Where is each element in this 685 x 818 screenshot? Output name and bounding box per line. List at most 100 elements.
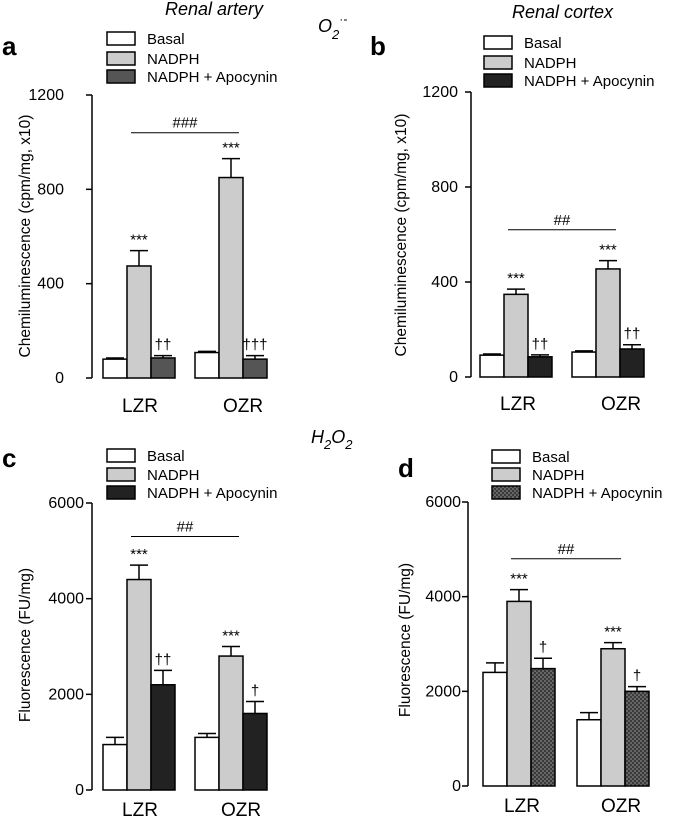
significance-label: †† (532, 336, 549, 353)
legend-label: NADPH (147, 51, 200, 68)
bar (218, 176, 244, 379)
legend-swatch (483, 35, 513, 50)
legend-swatch (483, 55, 513, 70)
bracket-label: ## (177, 518, 194, 535)
y-axis-title: Fluorescence (FU/mg) (17, 568, 34, 722)
significance-label: †† (155, 337, 172, 354)
y-tick-label: 2000 (425, 683, 461, 700)
bar (194, 351, 220, 379)
y-tick-label: 2000 (48, 686, 84, 703)
legend-label: Basal (524, 35, 562, 52)
header-renal-cortex: Renal cortex (512, 2, 614, 22)
bar (576, 718, 602, 787)
bar (619, 348, 645, 378)
legend-label: NADPH + Apocynin (532, 485, 662, 502)
bar (242, 712, 268, 791)
significance-label: *** (507, 270, 525, 287)
legend-swatch (106, 69, 136, 84)
legend-label: Basal (147, 31, 185, 48)
legend-swatch (106, 467, 136, 482)
y-tick-label: 0 (449, 369, 458, 386)
bracket-label: ## (558, 541, 575, 558)
legend-swatch (106, 51, 136, 66)
significance-label: *** (130, 546, 148, 563)
bar (479, 354, 505, 378)
header-hydrogen-peroxide: H2O2 (311, 427, 353, 452)
bar (102, 743, 128, 791)
bar (126, 265, 152, 379)
y-tick-label: 800 (431, 179, 458, 196)
bar (150, 684, 176, 791)
significance-label: †† (155, 651, 172, 668)
significance-label: † (251, 683, 259, 700)
bar (482, 671, 508, 787)
bar (102, 358, 128, 379)
significance-label: *** (222, 628, 240, 645)
y-tick-label: 400 (431, 274, 458, 291)
x-category-label: LZR (500, 394, 536, 415)
y-tick-label: 400 (37, 276, 64, 293)
significance-label: *** (222, 140, 240, 157)
bar (126, 578, 152, 791)
y-tick-label: 4000 (48, 591, 84, 608)
panel-c: c 0 2000 4000 6000 Fluorescence (FU/mg) *** ***… (2, 443, 277, 818)
significance-label: *** (130, 232, 148, 249)
y-axis-title: Fluorescence (FU/mg) (397, 563, 414, 717)
panel-letter: d (398, 453, 414, 483)
header-renal-artery: Renal artery (165, 0, 264, 19)
significance-label: †† (624, 326, 641, 343)
significance-label: *** (510, 571, 528, 588)
legend-swatch (491, 485, 521, 500)
bracket-label: ### (172, 115, 198, 132)
panel-letter: b (370, 31, 386, 61)
legend-swatch (106, 485, 136, 500)
panel-letter: c (2, 443, 16, 473)
bar (503, 293, 529, 378)
y-tick-label: 6000 (425, 494, 461, 511)
panel-d: d 0 2000 4000 6000 Fluorescence (FU/mg) *** ***… (397, 449, 662, 817)
legend-swatch (491, 467, 521, 482)
significance-label: † (633, 668, 641, 685)
significance-label: *** (604, 624, 622, 641)
legend-label: NADPH (147, 467, 200, 484)
bar (571, 351, 597, 378)
legend-label: Basal (532, 449, 570, 466)
legend-label: NADPH + Apocynin (524, 73, 654, 90)
x-category-label: LZR (504, 796, 540, 817)
y-tick-label: 6000 (48, 495, 84, 512)
y-axis-title: Chemiluminescence (cpm/mg, x10) (393, 114, 410, 357)
y-axis-title: Chemiluminescence (cpm/mg, x10) (17, 115, 34, 358)
legend-label: NADPH (524, 55, 577, 72)
y-tick-label: 0 (55, 370, 64, 387)
bar (624, 690, 650, 787)
x-category-label: LZR (122, 800, 158, 818)
legend-label: NADPH (532, 467, 585, 484)
x-category-label: OZR (601, 394, 641, 415)
significance-label: † (539, 639, 547, 656)
significance-label: *** (599, 242, 617, 259)
x-category-label: OZR (601, 796, 641, 817)
bar (530, 667, 556, 787)
bar (595, 268, 621, 378)
panel-b: b 0 400 800 1200 Chemiluminescence (cpm/mg, x… (370, 31, 654, 415)
x-category-label: OZR (223, 396, 263, 417)
legend-label: NADPH + Apocynin (147, 485, 277, 502)
bar (506, 600, 532, 787)
x-category-label: LZR (122, 396, 158, 417)
legend-swatch (483, 73, 513, 88)
bracket-label: ## (554, 212, 571, 229)
x-category-label: OZR (221, 800, 261, 818)
bar (218, 655, 244, 791)
legend-label: Basal (147, 448, 185, 465)
panel-a: a 0 400 800 1200 Chemiluminescence (cpm/mg, x… (2, 31, 277, 417)
y-tick-label: 0 (452, 778, 461, 795)
y-tick-label: 4000 (425, 589, 461, 606)
y-tick-label: 1200 (422, 84, 458, 101)
legend-swatch (491, 449, 521, 464)
y-tick-label: 800 (37, 181, 64, 198)
legend-label: NADPH + Apocynin (147, 69, 277, 86)
y-tick-label: 1200 (28, 87, 64, 104)
bar (600, 647, 626, 787)
bar (194, 736, 220, 791)
